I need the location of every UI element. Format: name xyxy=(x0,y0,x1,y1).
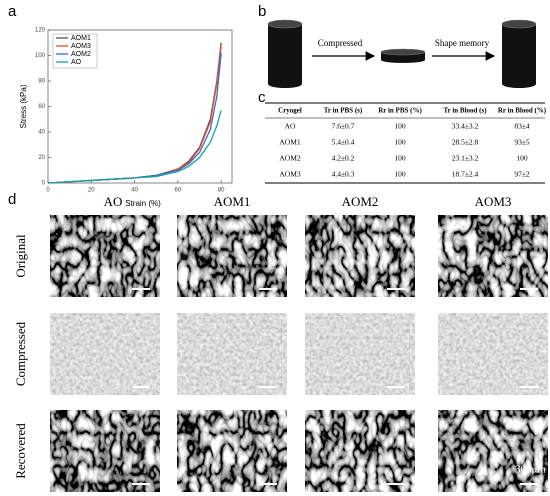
cylinder xyxy=(501,19,537,88)
column-label: AOM1 xyxy=(214,194,251,209)
table-header: Tr in PBS (s) xyxy=(324,107,363,115)
table-cell: 28.5±2.8 xyxy=(452,138,479,147)
table-cell: 97±2 xyxy=(514,170,530,179)
column-label: AOM3 xyxy=(475,194,512,209)
step-label: Compressed xyxy=(318,38,363,48)
table-cell: AOM2 xyxy=(279,154,301,163)
y-tick-label: 120 xyxy=(35,28,46,34)
x-tick-label: 60 xyxy=(175,188,182,194)
sem-image xyxy=(50,410,160,492)
table-cell: 93±5 xyxy=(514,138,530,147)
table-cell: AO xyxy=(285,122,296,131)
panel-label: d xyxy=(8,191,16,208)
legend-label: AO xyxy=(71,59,82,66)
panel-label: c xyxy=(258,89,266,106)
table-cell: 100 xyxy=(394,170,406,179)
table-header: Rr in Blood (%) xyxy=(498,107,547,115)
x-tick-label: 20 xyxy=(88,188,95,194)
x-tick-label: 80 xyxy=(218,188,225,194)
y-axis-label: Stress (kPa) xyxy=(19,84,28,128)
row-label: Recovered xyxy=(13,423,28,479)
table-cell: 100 xyxy=(516,154,528,163)
series-line xyxy=(47,52,222,184)
panel-label: b xyxy=(258,3,266,20)
table-cell: 23.1±3.2 xyxy=(452,154,479,163)
sem-image xyxy=(50,215,160,297)
table-cell: 4.2±0.2 xyxy=(332,154,355,163)
panel-label: a xyxy=(8,3,17,20)
table-cell: 83±4 xyxy=(514,122,530,131)
compressed-disc xyxy=(380,48,426,63)
column-label: AOM2 xyxy=(342,194,379,209)
y-tick-label: 80 xyxy=(38,79,45,85)
legend-label: AOM2 xyxy=(71,51,91,58)
sem-image xyxy=(438,410,548,492)
legend-label: AOM3 xyxy=(71,43,91,50)
y-tick-label: 20 xyxy=(38,155,45,161)
table-header: Cryogel xyxy=(278,107,302,115)
x-tick-label: 0 xyxy=(46,188,50,194)
step-label: Shape memory xyxy=(435,38,490,48)
sem-image xyxy=(438,215,548,297)
table-cell: 18.7±2.4 xyxy=(452,170,479,179)
sem-image xyxy=(305,215,415,297)
legend-label: AOM1 xyxy=(71,35,91,42)
table-cell: 4.4±0.3 xyxy=(332,170,355,179)
table-cell: 100 xyxy=(394,122,406,131)
y-tick-label: 60 xyxy=(38,104,45,110)
y-tick-label: 0 xyxy=(42,181,46,187)
sem-image xyxy=(305,410,415,492)
x-tick-label: 40 xyxy=(131,188,138,194)
x-axis-label: Strain (%) xyxy=(125,199,161,208)
table-cell: 7.6±0.7 xyxy=(332,122,355,131)
row-label: Compressed xyxy=(13,321,28,386)
sem-image xyxy=(438,313,548,395)
row-label: Original xyxy=(13,234,28,278)
cylinder xyxy=(267,19,303,88)
table-cell: 33.4±3.2 xyxy=(452,122,479,131)
sem-image xyxy=(305,313,415,395)
table-header: Tr in Blood (s) xyxy=(443,107,487,115)
column-label: AO xyxy=(104,194,123,209)
sem-image xyxy=(177,313,287,395)
scale-bar-label: 300μm xyxy=(515,464,546,476)
series-line xyxy=(47,110,222,184)
table-cell: 100 xyxy=(394,154,406,163)
sem-image xyxy=(177,410,287,492)
table-cell: 5.4±0.4 xyxy=(332,138,355,147)
table-header: Rr in PBS (%) xyxy=(378,107,422,115)
sem-image xyxy=(177,215,287,297)
sem-image xyxy=(50,313,160,395)
table-cell: AOM3 xyxy=(279,170,301,179)
table-cell: AOM1 xyxy=(279,138,301,147)
y-tick-label: 40 xyxy=(38,130,45,136)
table-cell: 100 xyxy=(394,138,406,147)
y-tick-label: 100 xyxy=(35,53,46,59)
